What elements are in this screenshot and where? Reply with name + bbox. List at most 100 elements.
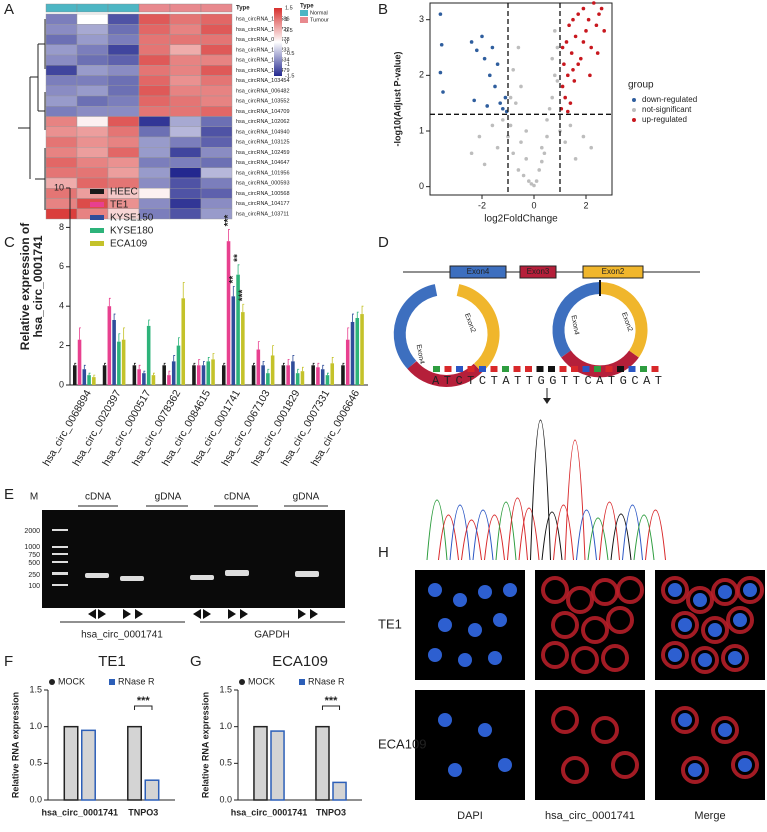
heatmap-cell bbox=[45, 54, 78, 66]
peak bbox=[438, 514, 459, 561]
bar bbox=[345, 339, 350, 385]
heatmap-cell bbox=[169, 208, 202, 220]
point bbox=[511, 67, 515, 72]
significance: *** bbox=[223, 215, 234, 227]
point bbox=[594, 23, 599, 28]
heatmap-cell bbox=[107, 167, 140, 179]
heatmap-cell bbox=[76, 34, 109, 45]
point bbox=[568, 123, 573, 128]
heatmap-cell bbox=[200, 75, 233, 86]
exon-label: Exon3 bbox=[433, 358, 453, 365]
significance-bracket bbox=[134, 705, 153, 710]
heatmap-cell bbox=[200, 136, 233, 148]
base-box bbox=[582, 366, 590, 372]
y-axis-label: hsa_circ_0001741 bbox=[31, 235, 45, 337]
exon-box bbox=[449, 265, 507, 279]
legend-marker bbox=[632, 108, 636, 112]
heatmap-cell bbox=[107, 136, 140, 148]
bar bbox=[117, 341, 121, 385]
bar bbox=[137, 369, 141, 385]
legend-label: down-regulated bbox=[642, 95, 697, 104]
cytoplasm-stain bbox=[711, 716, 739, 744]
heatmap-cell bbox=[107, 95, 140, 107]
heatmap-cell bbox=[45, 85, 78, 97]
peak bbox=[461, 519, 482, 561]
heatmap-cell bbox=[107, 34, 140, 45]
point bbox=[545, 134, 549, 139]
nucleus bbox=[693, 593, 707, 607]
point bbox=[555, 79, 560, 83]
cytoplasm-stain bbox=[601, 644, 629, 672]
error-bar bbox=[352, 313, 354, 322]
nucleus bbox=[733, 613, 747, 627]
error-bar bbox=[118, 333, 121, 342]
error-bar bbox=[267, 368, 270, 374]
base-box bbox=[536, 366, 544, 372]
point bbox=[506, 134, 510, 139]
point bbox=[511, 151, 515, 156]
row-label: hsa_circRNA_104479 bbox=[236, 68, 290, 74]
error-bar bbox=[143, 370, 146, 374]
chart-title: ECA109 bbox=[272, 653, 328, 670]
cytoplasm-stain bbox=[671, 611, 699, 639]
error-bar bbox=[163, 362, 166, 366]
error-bar bbox=[232, 286, 235, 297]
bar bbox=[196, 365, 201, 385]
heatmap-cell bbox=[138, 65, 171, 76]
base-box bbox=[456, 366, 463, 372]
legend-label: ECA109 bbox=[110, 239, 148, 250]
row-label: hsa_circRNA_101956 bbox=[236, 170, 290, 176]
panel-d: Exon4 Exon3 Exon2 Exon4 Exon3 Exon2 Exon… bbox=[393, 265, 700, 561]
peak bbox=[426, 499, 448, 561]
color-bar-label: -1 bbox=[285, 62, 290, 68]
base-box bbox=[548, 366, 555, 372]
annotation-cell bbox=[169, 3, 202, 13]
peak bbox=[564, 439, 586, 561]
column-label: hsa_circ_0001741 bbox=[545, 810, 635, 822]
nucleus bbox=[428, 583, 442, 597]
heatmap-cell bbox=[138, 116, 171, 127]
bar bbox=[325, 375, 330, 385]
peak bbox=[541, 511, 563, 561]
error-bar bbox=[88, 372, 91, 376]
column-label: DAPI bbox=[457, 810, 483, 822]
heatmap-cell bbox=[45, 208, 78, 220]
point bbox=[547, 106, 552, 111]
exon-label: Exon2 bbox=[463, 313, 476, 334]
bar bbox=[206, 361, 211, 385]
peak bbox=[484, 514, 505, 561]
bar bbox=[295, 373, 300, 385]
x-tick-label: hsa_circ_0001741 bbox=[41, 807, 118, 817]
cytoplasm-stain bbox=[616, 576, 644, 604]
heatmap-cell bbox=[107, 157, 140, 168]
point bbox=[501, 118, 505, 122]
y-tick-label: 2 bbox=[59, 340, 64, 350]
bar bbox=[291, 361, 295, 385]
ladder: 2000 1000 750 500 250 100 bbox=[24, 528, 40, 590]
point bbox=[568, 101, 573, 105]
heatmap-cell bbox=[76, 167, 109, 179]
heatmap-cell bbox=[76, 126, 109, 138]
bar bbox=[81, 729, 96, 801]
nucleus bbox=[498, 758, 512, 772]
legend-swatch bbox=[300, 10, 308, 16]
point bbox=[560, 45, 565, 50]
cytoplasm-stain bbox=[671, 706, 699, 734]
point bbox=[560, 84, 565, 89]
x-tick-label: TNPO3 bbox=[128, 807, 158, 817]
cytoplasm-stain bbox=[661, 576, 689, 604]
heatmap-cell bbox=[138, 34, 171, 45]
point bbox=[477, 134, 482, 139]
legend-label: KYSE180 bbox=[110, 226, 154, 237]
panel-label: F bbox=[4, 653, 13, 670]
error-bar bbox=[207, 357, 210, 362]
heatmap-cell bbox=[138, 188, 171, 199]
row-label: hsa_circRNA_006482 bbox=[236, 88, 290, 94]
bar bbox=[286, 365, 290, 385]
annotation-cell bbox=[200, 3, 233, 13]
point bbox=[579, 56, 583, 61]
panel-label: C bbox=[4, 234, 15, 251]
point bbox=[472, 98, 477, 103]
heatmap-cell bbox=[169, 75, 202, 86]
point bbox=[599, 6, 604, 11]
